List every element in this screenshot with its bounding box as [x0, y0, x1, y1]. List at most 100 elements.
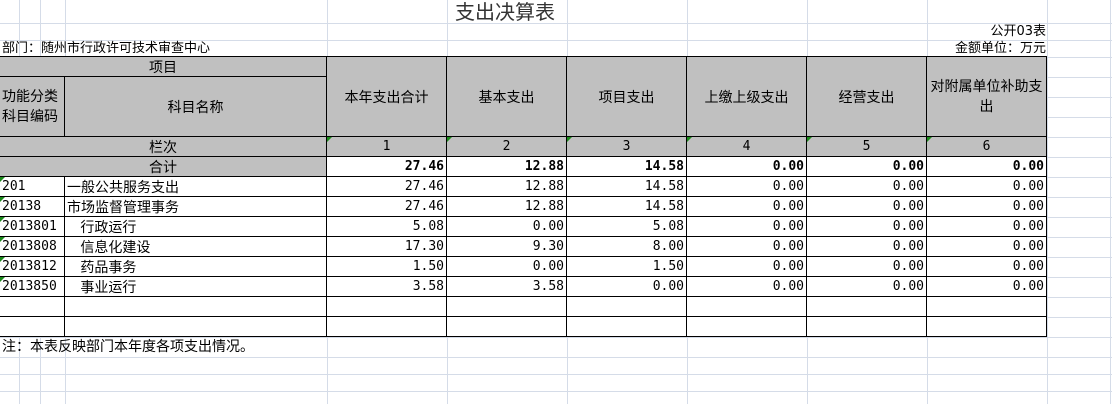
empty-cell[interactable] [0, 296, 65, 317]
empty-cell[interactable] [446, 316, 567, 337]
row-name[interactable]: 信息化建设 [64, 236, 327, 257]
empty-cell[interactable] [806, 316, 927, 337]
row-value[interactable]: 8.00 [566, 236, 687, 257]
empty-cell[interactable] [566, 296, 687, 317]
column-index[interactable]: 6 [926, 136, 1047, 157]
row-name[interactable]: 一般公共服务支出 [64, 176, 327, 197]
row-value[interactable]: 0.00 [806, 216, 927, 237]
row-value[interactable]: 0.00 [926, 236, 1047, 257]
total-value-text: 0.00 [892, 159, 924, 174]
empty-cell[interactable] [64, 296, 327, 317]
row-value[interactable]: 0.00 [686, 176, 807, 197]
row-value[interactable]: 0.00 [806, 196, 927, 217]
empty-cell[interactable] [0, 316, 65, 337]
header-column[interactable]: 项目支出 [566, 56, 687, 137]
row-name[interactable]: 行政运行 [64, 216, 327, 237]
empty-cell[interactable] [566, 316, 687, 337]
row-code[interactable]: 20138 [0, 196, 65, 217]
header-column[interactable]: 本年支出合计 [326, 56, 447, 137]
row-value[interactable]: 0.00 [686, 256, 807, 277]
row-value[interactable]: 1.50 [566, 256, 687, 277]
column-index[interactable]: 5 [806, 136, 927, 157]
column-index[interactable]: 2 [446, 136, 567, 157]
total-value[interactable]: 0.00 [926, 156, 1047, 177]
row-value[interactable]: 0.00 [686, 236, 807, 257]
column-index[interactable]: 1 [326, 136, 447, 157]
row-name[interactable]: 药品事务 [64, 256, 327, 277]
row-value[interactable]: 9.30 [446, 236, 567, 257]
header-column[interactable]: 经营支出 [806, 56, 927, 137]
row-value[interactable]: 0.00 [446, 256, 567, 277]
row-code[interactable]: 201 [0, 176, 65, 197]
column-index-label[interactable]: 栏次 [0, 136, 327, 157]
row-value[interactable]: 3.58 [326, 276, 447, 297]
row-value[interactable]: 12.88 [446, 196, 567, 217]
row-value[interactable]: 12.88 [446, 176, 567, 197]
row-value[interactable]: 0.00 [806, 256, 927, 277]
total-value[interactable]: 0.00 [806, 156, 927, 177]
row-value[interactable]: 14.58 [566, 196, 687, 217]
row-value[interactable]: 27.46 [326, 176, 447, 197]
total-label[interactable]: 合计 [0, 156, 327, 177]
row-value[interactable]: 0.00 [926, 276, 1047, 297]
total-value[interactable]: 27.46 [326, 156, 447, 177]
row-value[interactable]: 1.50 [326, 256, 447, 277]
empty-cell[interactable] [686, 316, 807, 337]
row-value[interactable]: 0.00 [446, 216, 567, 237]
empty-cell[interactable] [926, 296, 1047, 317]
row-value[interactable]: 0.00 [926, 196, 1047, 217]
row-value[interactable]: 0.00 [806, 176, 927, 197]
gridline [0, 391, 1112, 392]
column-index[interactable]: 3 [566, 136, 687, 157]
row-value[interactable]: 0.00 [926, 216, 1047, 237]
column-index[interactable]: 4 [686, 136, 807, 157]
row-code[interactable]: 2013850 [0, 276, 65, 297]
row-name-text: 市场监督管理事务 [67, 199, 179, 216]
empty-cell[interactable] [806, 296, 927, 317]
empty-cell[interactable] [686, 296, 807, 317]
row-code[interactable]: 2013801 [0, 216, 65, 237]
total-value[interactable]: 14.58 [566, 156, 687, 177]
gridline [0, 374, 1112, 375]
row-value-text: 0.00 [892, 259, 924, 274]
row-value[interactable]: 0.00 [926, 176, 1047, 197]
row-value[interactable]: 0.00 [566, 276, 687, 297]
row-value-text: 5.08 [412, 219, 444, 234]
row-value[interactable]: 17.30 [326, 236, 447, 257]
row-value[interactable]: 0.00 [926, 256, 1047, 277]
header-column[interactable]: 上缴上级支出 [686, 56, 807, 137]
row-value[interactable]: 0.00 [686, 276, 807, 297]
row-name[interactable]: 市场监督管理事务 [64, 196, 327, 217]
header-code[interactable]: 功能分类科目编码 [0, 76, 65, 137]
total-value[interactable]: 0.00 [686, 156, 807, 177]
row-name[interactable]: 事业运行 [64, 276, 327, 297]
header-column[interactable]: 基本支出 [446, 56, 567, 137]
header-column[interactable]: 对附属单位补助支出 [926, 56, 1047, 137]
empty-cell[interactable] [326, 296, 447, 317]
empty-cell[interactable] [326, 316, 447, 337]
row-value[interactable]: 27.46 [326, 196, 447, 217]
row-value[interactable]: 14.58 [566, 176, 687, 197]
empty-cell[interactable] [446, 296, 567, 317]
row-value[interactable]: 0.00 [806, 236, 927, 257]
row-code[interactable]: 2013808 [0, 236, 65, 257]
empty-cell[interactable] [926, 316, 1047, 337]
total-value[interactable]: 12.88 [446, 156, 567, 177]
row-value[interactable]: 0.00 [686, 216, 807, 237]
header-project[interactable]: 项目 [0, 56, 327, 77]
department-label: 部门：随州市行政许可技术审查中心 [2, 41, 211, 56]
row-name-text: 事业运行 [67, 279, 137, 296]
row-value[interactable]: 0.00 [806, 276, 927, 297]
row-value[interactable]: 5.08 [326, 216, 447, 237]
header-name[interactable]: 科目名称 [64, 76, 327, 137]
row-code-text: 2013850 [2, 279, 57, 294]
empty-cell[interactable] [64, 316, 327, 337]
row-code-text: 2013801 [2, 219, 57, 234]
row-code[interactable]: 2013812 [0, 256, 65, 277]
gridline [1110, 0, 1111, 404]
row-value[interactable]: 0.00 [686, 196, 807, 217]
row-value[interactable]: 3.58 [446, 276, 567, 297]
row-value-text: 27.46 [404, 199, 444, 214]
row-value[interactable]: 5.08 [566, 216, 687, 237]
column-index-text: 4 [742, 139, 751, 154]
